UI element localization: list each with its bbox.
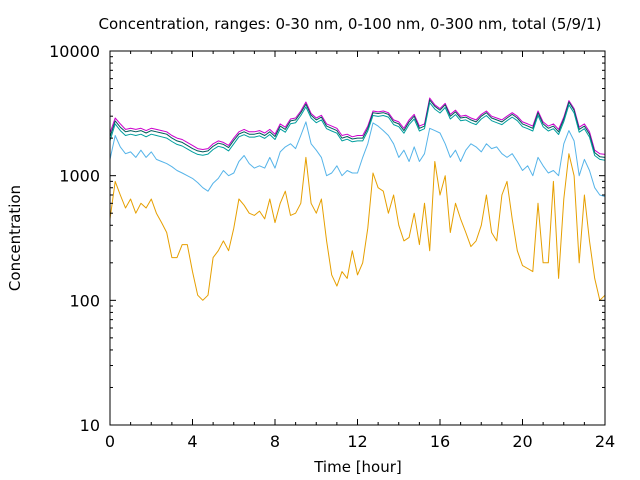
- x-tick-label: 12: [347, 432, 367, 451]
- series-line-3: [109, 102, 606, 161]
- plot-frame: [109, 50, 606, 426]
- y-tick-label: 1000: [59, 167, 100, 186]
- y-tick-label: 10000: [49, 42, 100, 61]
- y-tick-label: 100: [69, 291, 100, 310]
- series-line-5: [109, 153, 606, 301]
- chart-title: Concentration, ranges: 0-30 nm, 0-100 nm…: [99, 15, 602, 33]
- y-axis-title: Concentration: [6, 185, 24, 291]
- x-tick-label: 20: [512, 432, 532, 451]
- x-tick-label: 24: [595, 432, 615, 451]
- axes: 0 4 8 12 16 20 24 10 100 1000 10000: [49, 42, 615, 451]
- series-line-4: [109, 121, 606, 197]
- y-tick-label: 10: [80, 416, 100, 435]
- series-line-1: [109, 97, 606, 155]
- x-tick-label: 4: [187, 432, 197, 451]
- series-line-2: [109, 99, 606, 158]
- x-axis-title: Time [hour]: [313, 458, 402, 476]
- x-tick-label: 8: [270, 432, 280, 451]
- x-tick-label: 16: [430, 432, 450, 451]
- plot-area: [109, 97, 606, 301]
- x-tick-label: 0: [105, 432, 115, 451]
